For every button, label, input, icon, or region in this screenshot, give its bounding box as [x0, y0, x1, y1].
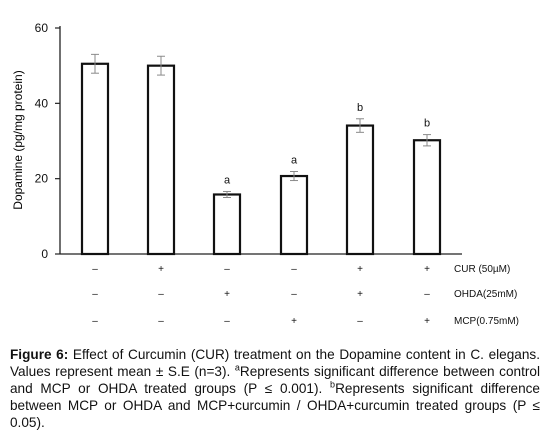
- bar-0: [80, 62, 110, 256]
- dopamine-bar-chart: Dopamine (pg/mg protein) 0 20 40 60 a a b b – + – –…: [11, 21, 519, 327]
- caption-text-3: Represents significant difference betwee…: [10, 381, 540, 430]
- significance-label-2: a: [224, 174, 231, 186]
- treatment-mark-0-0: –: [92, 264, 98, 275]
- treatment-mark-1-5: –: [424, 289, 430, 300]
- bar-1: [146, 64, 176, 256]
- y-tick-label-0: 0: [41, 247, 48, 261]
- treatment-mark-0-5: +: [424, 264, 430, 275]
- caption-text-1: Effect of Curcumin (CUR) treatment on th…: [10, 347, 540, 379]
- treatment-mark-2-2: –: [224, 316, 230, 327]
- treatment-mark-0-3: –: [291, 264, 297, 275]
- treatment-mark-0-1: +: [158, 264, 164, 275]
- y-tick-label-2: 40: [35, 96, 49, 110]
- bar-5: [412, 139, 442, 256]
- treatment-mark-2-4: –: [357, 316, 363, 327]
- treatment-mark-0-4: +: [357, 264, 363, 275]
- treatment-label-1: OHDA(25mM): [454, 289, 517, 300]
- bar-4: [345, 124, 375, 256]
- caption-sup-b: b: [330, 379, 336, 390]
- significance-label-4: b: [357, 102, 363, 114]
- treatment-mark-0-2: –: [224, 264, 230, 275]
- y-axis-label: Dopamine (pg/mg protein): [11, 70, 25, 209]
- treatment-label-0: CUR (50µM): [454, 264, 510, 275]
- figure-caption: Figure 6: Effect of Curcumin (CUR) treat…: [10, 346, 540, 431]
- treatment-label-2: MCP(0.75mM): [454, 316, 519, 327]
- significance-label-5: b: [424, 118, 430, 130]
- bar-3: [279, 174, 309, 256]
- treatment-mark-2-5: +: [424, 316, 430, 327]
- treatment-mark-1-1: –: [158, 289, 164, 300]
- caption-label: Figure 6:: [10, 347, 69, 362]
- y-tick-label-1: 20: [35, 172, 49, 186]
- treatment-mark-2-0: –: [92, 316, 98, 327]
- treatment-mark-1-4: +: [357, 289, 363, 300]
- caption-text-2: Represents significant difference betwee…: [10, 364, 540, 396]
- y-tick-label-3: 60: [35, 21, 49, 35]
- plot-area: 0 20 40 60 a a b b – + – – + + CUR (50µM) – – + – + – OHDA(25…: [35, 21, 519, 327]
- caption-sup-a: a: [234, 362, 240, 373]
- treatment-mark-1-2: +: [224, 289, 230, 300]
- treatment-mark-2-1: –: [158, 316, 164, 327]
- bar-2: [212, 193, 242, 256]
- treatment-mark-2-3: +: [291, 316, 297, 327]
- significance-label-3: a: [291, 155, 298, 167]
- treatment-mark-1-3: –: [291, 289, 297, 300]
- treatment-mark-1-0: –: [92, 289, 98, 300]
